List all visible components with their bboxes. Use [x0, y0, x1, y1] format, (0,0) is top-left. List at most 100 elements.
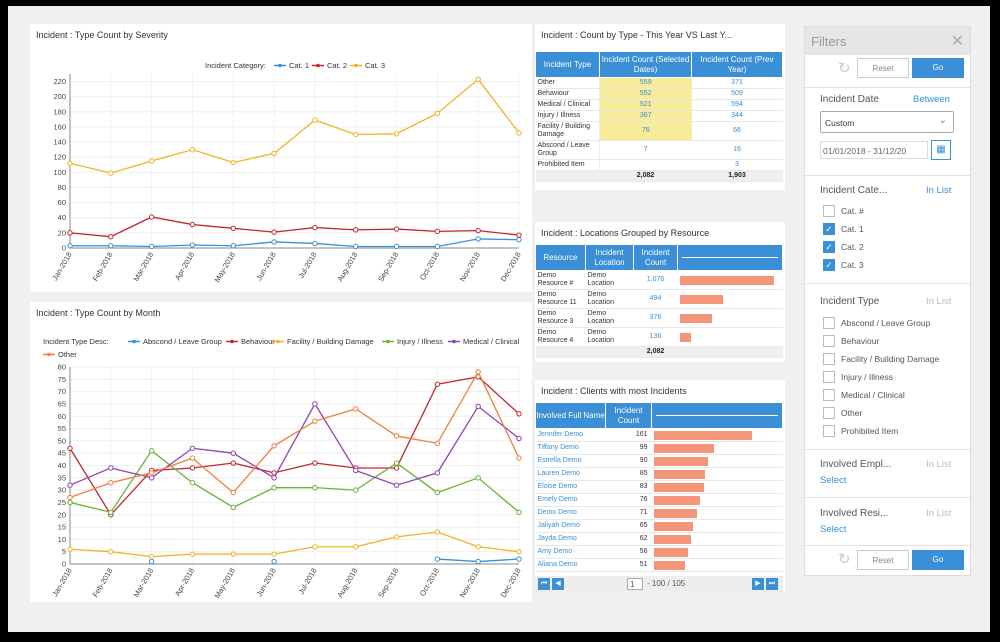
date-range-input[interactable]: 01/01/2018 - 31/12/20 — [820, 141, 928, 159]
col-location[interactable]: Incident Location — [585, 244, 634, 271]
col-client-count[interactable]: Incident Count — [605, 402, 652, 429]
table-row[interactable]: Jayda Demo 62 — [535, 532, 783, 546]
table-row[interactable]: Lauren Demo 85 — [535, 467, 783, 481]
selected-count-cell[interactable]: 367 — [599, 110, 692, 122]
type-checkbox[interactable] — [823, 317, 835, 329]
col-selected-dates[interactable]: Incident Count (Selected Dates) — [599, 51, 692, 78]
category-checkbox[interactable]: ✓ — [823, 259, 835, 271]
locations-table: Resource Incident Location Incident Coun… — [535, 244, 783, 358]
category-mode[interactable]: In List — [926, 185, 952, 196]
table-row[interactable]: Estrella Demo 90 — [535, 454, 783, 468]
page-input[interactable]: 1 — [627, 578, 643, 590]
data-point — [312, 484, 318, 491]
category-checkbox[interactable]: ✓ — [823, 241, 835, 253]
data-point — [393, 465, 400, 471]
prev-count-cell[interactable]: 509 — [691, 88, 783, 100]
client-name-cell[interactable]: Jaliyah Demo — [535, 519, 606, 533]
selected-count-cell[interactable]: 552 — [599, 88, 692, 100]
table-row[interactable]: Demo Resource # Demo Location 1,076 — [535, 270, 783, 290]
table-row[interactable]: Jennifer Demo 161 — [535, 428, 783, 442]
table-row[interactable]: Tiffany Demo 99 — [535, 441, 783, 455]
legend-label: Behaviour — [241, 337, 275, 346]
selected-count-cell[interactable]: 521 — [599, 99, 692, 111]
table-row[interactable]: Demo Resource 3 Demo Location 376 — [535, 308, 783, 328]
prev-count-cell[interactable]: 66 — [691, 121, 783, 141]
client-name-cell[interactable]: Aliana Demo — [535, 558, 606, 572]
col-incident-type[interactable]: Incident Type — [535, 51, 600, 78]
resident-mode[interactable]: In List — [926, 508, 952, 519]
client-name-cell[interactable]: Tiffany Demo — [535, 441, 606, 455]
refresh-icon-bottom[interactable]: ↻ — [838, 551, 851, 568]
date-mode-select[interactable]: Custom ⌄ — [820, 111, 954, 133]
x-tick-label: Sep-2018 — [376, 251, 400, 284]
refresh-icon[interactable]: ↻ — [838, 60, 851, 77]
incident-date-mode[interactable]: Between — [913, 94, 950, 105]
table-row[interactable]: Amy Demo 56 — [535, 545, 783, 559]
employee-mode[interactable]: In List — [926, 459, 952, 470]
table-row[interactable]: Demo Resource 4 Demo Location 136 — [535, 327, 783, 347]
selected-count-cell[interactable]: 7 — [599, 140, 692, 160]
client-name-cell[interactable]: Emely Demo — [535, 493, 606, 507]
type-checkbox[interactable] — [823, 353, 835, 365]
next-page-button[interactable]: ▶ — [752, 578, 764, 590]
selected-count-cell[interactable]: 559 — [599, 77, 692, 89]
count-cell[interactable]: 376 — [633, 308, 678, 328]
col-full-name[interactable]: Involved Full Name — [535, 402, 606, 429]
type-cell: Facility / Building Damage — [535, 121, 600, 141]
type-mode[interactable]: In List — [926, 296, 952, 307]
col-resource[interactable]: Resource — [535, 244, 586, 271]
prev-count-cell[interactable]: 344 — [691, 110, 783, 122]
prev-count-cell[interactable]: 594 — [691, 99, 783, 111]
table-row[interactable]: Eloise Demo 83 — [535, 480, 783, 494]
calendar-icon[interactable]: ▦ — [931, 140, 951, 160]
prev-count-cell[interactable]: 3 — [691, 159, 783, 171]
client-name-cell[interactable]: Eloise Demo — [535, 480, 606, 494]
type-checkbox[interactable] — [823, 371, 835, 383]
resident-select[interactable]: Select — [820, 524, 847, 535]
table-row[interactable]: Other 559 371 — [535, 77, 783, 89]
prev-count-cell[interactable]: 16 — [691, 140, 783, 160]
selected-count-cell[interactable] — [599, 159, 692, 171]
x-tick-label: Feb-2018 — [91, 251, 115, 283]
table-row[interactable]: Injury / Illness 367 344 — [535, 110, 783, 122]
client-name-cell[interactable]: Demo Demo — [535, 506, 606, 520]
client-name-cell[interactable]: Jennifer Demo — [535, 428, 606, 442]
reset-button-bottom[interactable]: Reset — [857, 550, 909, 570]
data-point — [271, 558, 277, 565]
client-name-cell[interactable]: Amy Demo — [535, 545, 606, 559]
close-icon[interactable]: ✕ — [950, 33, 964, 50]
table-row[interactable]: Abscond / Leave Group 7 16 — [535, 140, 783, 160]
prev-count-cell[interactable]: 371 — [691, 77, 783, 89]
reset-button-top[interactable]: Reset — [857, 58, 909, 78]
client-name-cell[interactable]: Lauren Demo — [535, 467, 606, 481]
client-name-cell[interactable]: Estrella Demo — [535, 454, 606, 468]
type-checkbox[interactable] — [823, 407, 835, 419]
selected-count-cell[interactable]: 76 — [599, 121, 692, 141]
client-name-cell[interactable]: Jayda Demo — [535, 532, 606, 546]
prev-page-button[interactable]: ◀ — [552, 578, 564, 590]
table-row[interactable]: Emely Demo 76 — [535, 493, 783, 507]
table-row[interactable]: Jaliyah Demo 65 — [535, 519, 783, 533]
first-page-button[interactable]: ⏮ — [538, 578, 550, 590]
table-row[interactable]: Medical / Clinical 521 594 — [535, 99, 783, 111]
col-count[interactable]: Incident Count — [633, 244, 678, 271]
type-checkbox[interactable] — [823, 425, 835, 437]
col-prev-year[interactable]: Incident Count (Prev Year) — [691, 51, 783, 78]
table-row[interactable]: Demo Resource 11 Demo Location 494 — [535, 289, 783, 309]
go-button-top[interactable]: Go — [912, 58, 964, 78]
table-row[interactable]: Prohibited Item 3 — [535, 159, 783, 171]
table-row[interactable]: Facility / Building Damage 76 66 — [535, 121, 783, 141]
type-checkbox[interactable] — [823, 335, 835, 347]
table-row[interactable]: Behaviour 552 509 — [535, 88, 783, 100]
count-cell[interactable]: 136 — [633, 327, 678, 347]
count-cell[interactable]: 494 — [633, 289, 678, 309]
employee-select[interactable]: Select — [820, 475, 847, 486]
type-checkbox[interactable] — [823, 389, 835, 401]
go-button-bottom[interactable]: Go — [912, 550, 964, 570]
last-page-button[interactable]: ⏭ — [766, 578, 778, 590]
table-row[interactable]: Aliana Demo 51 — [535, 558, 783, 572]
table-row[interactable]: Demo Demo 71 — [535, 506, 783, 520]
count-cell[interactable]: 1,076 — [633, 270, 678, 290]
category-checkbox[interactable]: ✓ — [823, 223, 835, 235]
category-checkbox[interactable] — [823, 205, 835, 217]
